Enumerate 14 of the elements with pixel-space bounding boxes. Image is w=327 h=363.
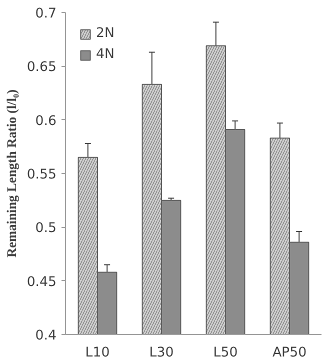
- y-tick-label: 0.7: [35, 6, 57, 22]
- x-tick-label: AP50: [272, 346, 307, 360]
- y-axis-title: Remaining Length Ratio (l/l₀): [4, 89, 19, 258]
- y-tick-label: 0.6: [35, 114, 57, 129]
- x-tick-label: L30: [149, 346, 174, 360]
- x-tick-label: L10: [85, 346, 110, 360]
- y-tick-label: 0.4: [35, 328, 57, 344]
- x-tick-label: L50: [213, 346, 238, 360]
- legend-label: 2N: [96, 26, 116, 41]
- legend-label: 4N: [96, 47, 116, 62]
- y-tick-label: 0.45: [26, 274, 57, 290]
- y-tick-label: 0.55: [26, 168, 57, 182]
- y-tick-label: 0.65: [26, 60, 57, 76]
- y-tick-label: 0.5: [35, 221, 57, 236]
